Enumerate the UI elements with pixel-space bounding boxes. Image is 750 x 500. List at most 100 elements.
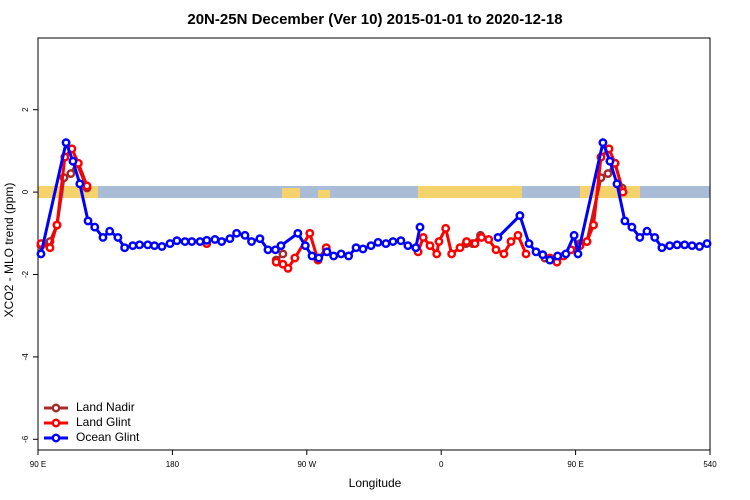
point <box>263 245 273 255</box>
y-tick-label: 0 <box>21 189 30 194</box>
point <box>180 237 190 246</box>
point <box>52 220 62 230</box>
point <box>373 237 383 247</box>
point <box>484 235 494 244</box>
point <box>573 249 583 259</box>
y-tick-label: -6 <box>21 435 30 443</box>
point <box>411 243 421 253</box>
point <box>128 241 138 251</box>
point <box>172 236 182 246</box>
x-tick-label: 90 W <box>297 460 316 469</box>
y-axis-label: XCO2 - MLO trend (ppm) <box>2 183 16 318</box>
point <box>642 226 652 236</box>
mask-land <box>580 186 640 198</box>
x-tick-label: 90 E <box>30 460 46 469</box>
point <box>493 232 503 242</box>
point <box>83 216 93 226</box>
point <box>538 250 548 260</box>
point <box>45 243 55 253</box>
point <box>344 251 354 261</box>
point <box>105 226 115 236</box>
point <box>307 251 317 261</box>
point <box>247 237 256 246</box>
point <box>695 242 704 251</box>
point <box>300 241 310 251</box>
point <box>569 230 579 240</box>
point <box>672 240 682 250</box>
point <box>415 222 425 232</box>
legend-label: Land Glint <box>76 415 131 429</box>
point <box>657 243 667 253</box>
mask-land <box>318 190 330 198</box>
point <box>531 247 541 257</box>
point <box>276 241 286 251</box>
legend-label: Land Nadir <box>76 400 135 414</box>
point <box>582 237 592 246</box>
point <box>293 228 303 238</box>
legend-marker <box>51 403 61 413</box>
y-tick-label: -2 <box>21 270 30 278</box>
chart-title: 20N-25N December (Ver 10) 2015-01-01 to … <box>187 11 562 28</box>
point <box>589 220 598 230</box>
point <box>366 241 376 251</box>
point <box>232 228 242 238</box>
point <box>605 156 615 166</box>
point <box>290 253 300 263</box>
point <box>329 251 339 261</box>
point <box>425 241 435 251</box>
point <box>113 232 123 242</box>
point <box>612 179 622 189</box>
point <box>545 255 555 265</box>
point <box>561 249 571 259</box>
point <box>255 234 265 244</box>
point <box>702 239 712 249</box>
point <box>210 235 220 244</box>
point <box>135 240 144 250</box>
point <box>524 239 534 249</box>
point <box>278 249 288 259</box>
y-tick-label: 2 <box>21 107 30 112</box>
point <box>403 241 413 251</box>
point <box>396 236 406 246</box>
point <box>388 237 398 246</box>
x-axis-label: Longitude <box>349 476 402 490</box>
point <box>462 237 472 246</box>
point <box>82 181 92 191</box>
point <box>157 242 167 251</box>
y-tick-label: -4 <box>21 353 30 361</box>
point <box>36 249 46 259</box>
point <box>217 237 227 246</box>
x-tick-label: 90 E <box>567 460 583 469</box>
point <box>513 230 523 240</box>
point <box>491 245 501 255</box>
point <box>98 232 108 242</box>
x-tick-label: 180 <box>166 460 180 469</box>
point <box>68 156 78 166</box>
point <box>521 249 531 259</box>
point <box>314 253 324 263</box>
mask-land <box>282 188 300 198</box>
point <box>650 232 660 242</box>
point <box>553 251 563 261</box>
point <box>270 245 280 255</box>
point <box>441 223 451 233</box>
point <box>195 237 205 246</box>
plot: 90 E 180 90 W 0 90 E 540 -6 -4 -2 0 2 Land NadirLan… <box>21 107 717 469</box>
x-tick-label: 540 <box>703 460 717 469</box>
point <box>627 222 637 232</box>
point <box>680 240 690 250</box>
point <box>336 249 346 259</box>
point <box>61 138 71 148</box>
point <box>432 249 442 259</box>
mask-band <box>38 186 710 198</box>
point <box>322 247 332 257</box>
point <box>499 249 509 259</box>
point <box>515 211 525 221</box>
point <box>90 222 100 232</box>
point <box>506 237 516 246</box>
legend-label: Ocean Glint <box>76 430 140 444</box>
point <box>240 230 250 240</box>
